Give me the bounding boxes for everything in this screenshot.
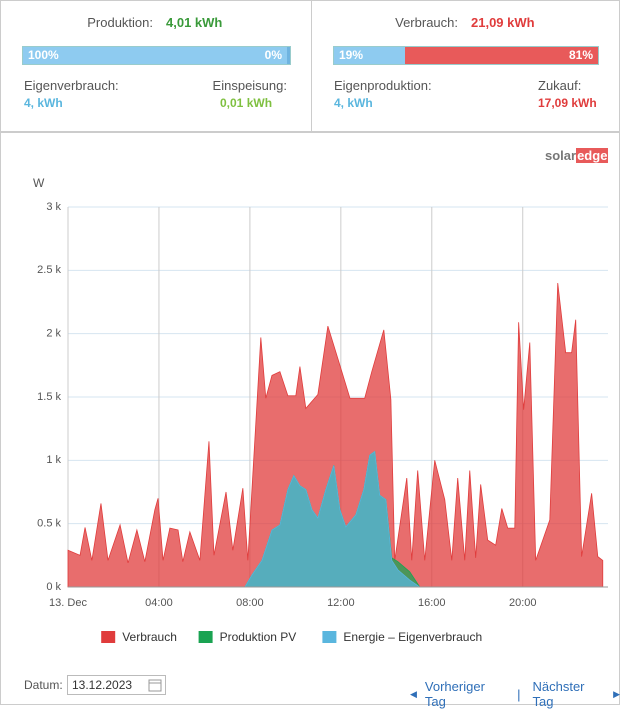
y-axis-label: W [33, 176, 45, 190]
bar-segment [287, 47, 290, 64]
label: Produktion: [87, 15, 153, 30]
y-tick-label: 0.5 k [37, 518, 61, 530]
value: 17,09 kWh [538, 96, 597, 110]
bar-label: 81% [568, 48, 593, 62]
label: Eigenverbrauch: [24, 78, 119, 93]
y-tick-label: 3 k [46, 201, 61, 213]
legend-swatch [198, 631, 213, 643]
area [67, 282, 604, 588]
value: 21,09 kWh [471, 15, 535, 30]
logo: solaredge [545, 148, 609, 163]
production-panel: Produktion: 4,01 kWh 100% 0% Eigenverbrau… [0, 0, 312, 132]
y-tick-label: 1.5 k [37, 391, 61, 403]
y-tick-label: 2 k [46, 328, 61, 340]
value: 0,01 kWh [220, 96, 273, 110]
date-label: Datum: [24, 678, 63, 692]
x-tick-label: 16:00 [418, 597, 446, 609]
legend-label: Produktion PV [220, 630, 297, 644]
bar-label: 19% [339, 48, 364, 62]
date-value: 13.12.2023 [72, 678, 133, 692]
bar-segment: 19% [334, 47, 406, 64]
value: 4, kWh [334, 96, 373, 110]
y-tick-label: 2.5 k [37, 264, 61, 276]
label: Einspeisung: [212, 78, 287, 93]
arrow-right[interactable]: ▶ [613, 688, 620, 699]
area [244, 450, 422, 588]
label: Zukauf: [538, 78, 582, 93]
value: 4, kWh [24, 96, 63, 110]
x-tick-label: 08:00 [236, 597, 264, 609]
x-tick-label: 04:00 [145, 597, 173, 609]
bar-segment: 81% [405, 47, 598, 64]
x-tick-label: 12:00 [327, 597, 355, 609]
logo-text: edge [576, 148, 609, 163]
bar-label: 0% [264, 48, 282, 62]
arrow-left[interactable]: ◀ [410, 688, 417, 699]
label: Verbrauch: [395, 15, 458, 30]
y-tick-label: 0 k [46, 581, 61, 593]
x-tick-label: 20:00 [509, 597, 537, 609]
legend-swatch [101, 631, 116, 643]
legend-label: Verbrauch [122, 630, 177, 644]
progress-bar: 100% 0% [22, 46, 291, 65]
logo-text: solar [545, 148, 577, 163]
consumption-panel: Verbrauch: 21,09 kWh 19% 81% Eigenprodukt… [311, 0, 620, 132]
value: 4,01 kWh [166, 15, 223, 30]
y-tick-label: 1 k [46, 454, 61, 466]
separator: | [517, 686, 521, 702]
x-tick-label: 13. Dec [49, 597, 87, 609]
legend-swatch [322, 631, 337, 643]
bar-label: 100% [28, 48, 59, 62]
bar-segment: 100% 0% [23, 47, 287, 64]
calendar-icon[interactable] [148, 678, 162, 692]
label: Eigenproduktion: [334, 78, 432, 93]
date-input[interactable]: 13.12.2023 [67, 675, 166, 695]
legend-label: Energie – Eigenverbrauch [343, 630, 482, 644]
progress-bar: 19% 81% [333, 46, 599, 65]
